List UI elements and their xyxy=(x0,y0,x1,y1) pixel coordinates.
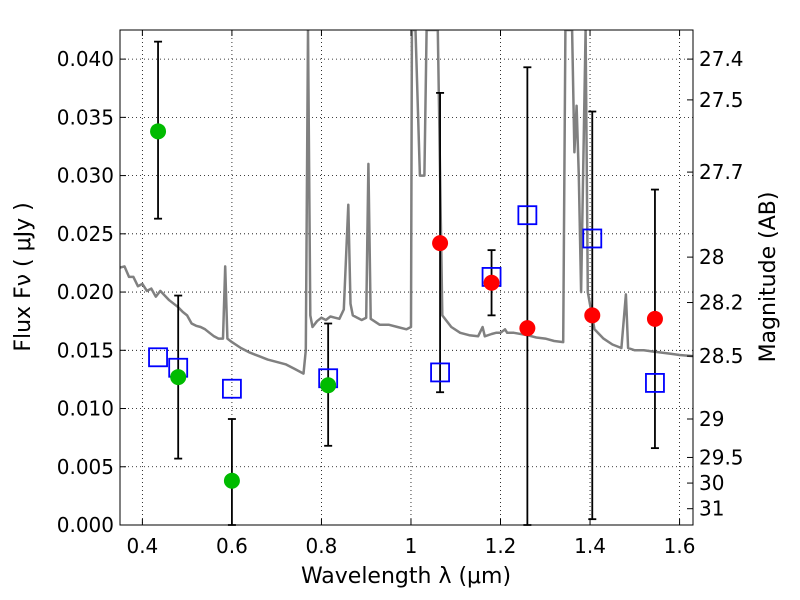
plot-frame xyxy=(119,29,694,526)
x-tick-label: 0.8 xyxy=(306,534,338,558)
x-axis-label: Wavelength λ (μm) xyxy=(301,564,511,589)
y-tick-label: 0.005 xyxy=(57,455,114,479)
y-tick-label: 0.000 xyxy=(57,513,114,537)
right-tick-label: 27.5 xyxy=(699,88,744,112)
x-tick-label: 0.6 xyxy=(216,534,248,558)
x-tick-label: 1.6 xyxy=(664,534,696,558)
observed-point-marker xyxy=(150,123,167,140)
right-axis-label: Magnitude (AB) xyxy=(756,192,781,363)
right-tick-label: 31 xyxy=(699,497,724,521)
right-tick-label: 28 xyxy=(699,245,724,269)
y-tick-label: 0.040 xyxy=(57,47,114,71)
data-markers xyxy=(148,123,665,489)
y-tick-label: 0.025 xyxy=(57,222,114,246)
model-square-marker xyxy=(517,205,538,226)
right-tick-label: 28.5 xyxy=(699,344,744,368)
right-tick-label: 28.2 xyxy=(699,291,744,315)
plot-content xyxy=(120,30,693,375)
y-tick-label: 0.020 xyxy=(57,280,114,304)
observed-point-marker xyxy=(519,320,536,337)
right-tick-label: 30 xyxy=(699,471,724,495)
observed-point-marker xyxy=(584,307,601,324)
model-square-marker xyxy=(222,378,242,399)
observed-point-marker xyxy=(170,369,187,386)
axes: 0.4 0.6 0.8 1 1.2 1.4 1.6 0.000 0.005 0.010 0.015 0… xyxy=(57,30,744,558)
y-tick-label: 0.010 xyxy=(57,397,114,421)
y-tick-label: 0.015 xyxy=(57,338,114,362)
observed-point-marker xyxy=(646,310,663,327)
x-tick-label: 1 xyxy=(405,534,418,558)
y-axis-label: Flux Fν ( μJy ) xyxy=(11,202,36,351)
model-square-marker xyxy=(430,362,450,383)
model-square-marker xyxy=(148,347,168,368)
spectrum-line xyxy=(120,30,693,375)
observed-point-marker xyxy=(320,377,337,394)
x-tick-label: 1.4 xyxy=(574,534,606,558)
model-square-marker xyxy=(582,228,603,249)
model-square-marker xyxy=(645,373,665,393)
right-tick-label: 27.7 xyxy=(699,160,744,184)
x-tick-label: 0.4 xyxy=(126,534,158,558)
y-tick-label: 0.030 xyxy=(57,164,114,188)
observed-point-marker xyxy=(223,472,240,489)
right-tick-label: 29 xyxy=(699,407,724,431)
plot-background xyxy=(120,30,693,525)
observed-point-marker xyxy=(483,274,500,291)
y-tick-label: 0.035 xyxy=(57,105,114,129)
right-tick-label: 27.4 xyxy=(699,47,744,71)
right-tick-label: 29.5 xyxy=(699,445,744,469)
x-tick-label: 1.2 xyxy=(485,534,517,558)
observed-point-marker xyxy=(432,235,449,252)
